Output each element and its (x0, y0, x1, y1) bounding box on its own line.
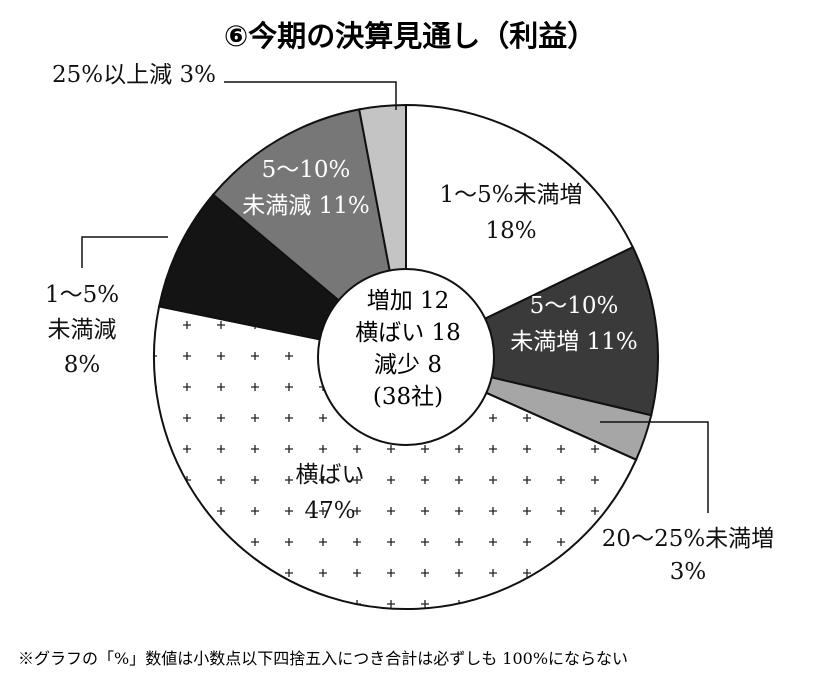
leader-line-5 (81, 236, 168, 268)
slice-label-7: 25%以上減 3% (52, 62, 216, 88)
center-line-1: 増加 12 (367, 288, 450, 314)
pie-slice-2 (403, 245, 660, 417)
slice-label-5: 1～5% 未満減 8% (45, 282, 119, 378)
slice-label-line: 25%以上減 3% (52, 62, 216, 88)
center-summary: 増加 12 横ばい 18 減少 8 (38社) (355, 288, 461, 410)
slice-label-line: 1～5%未満増 (439, 182, 582, 208)
leader-line-7 (224, 81, 397, 110)
center-line-4: (38社) (373, 384, 443, 410)
slice-label-line: 未満増 11% (510, 329, 637, 355)
leader-lines (81, 81, 709, 513)
slice-label-line: 横ばい (296, 462, 365, 488)
slice-label-line: 5～10% (262, 157, 351, 183)
center-line-2: 横ばい 18 (355, 320, 461, 346)
slice-label-line: 20～25%未満増 (602, 526, 774, 552)
slice-label-line: 5～10% (530, 293, 619, 319)
slice-label-line: 18% (485, 218, 536, 244)
slice-label-1: 1～5%未満増 18% (439, 182, 582, 244)
slice-label-line: 3% (670, 559, 707, 585)
slice-label-line: 47% (304, 498, 355, 524)
footnote: ※グラフの「%」数値は小数点以下四捨五入につき合計は必ずしも 100%にならない (18, 649, 628, 668)
slice-label-line: 1～5% (45, 282, 119, 308)
leader-line-3 (600, 421, 709, 513)
center-line-3: 減少 8 (374, 352, 442, 378)
slice-labels: 1～5%未満増 18% 5～10% 未満増 11% 20～25%未満増 3% 横ばい 47% 1… (45, 62, 774, 585)
slice-label-line: 8% (64, 352, 101, 378)
slice-label-2: 5～10% 未満増 11% (510, 293, 637, 355)
slice-label-line: 未満減 (48, 317, 117, 343)
slice-label-line: 未満減 11% (242, 193, 369, 219)
donut-hole (317, 268, 495, 446)
pie-slice-4 (152, 305, 638, 611)
slice-label-4: 横ばい 47% (296, 462, 365, 524)
slice-label-6: 5～10% 未満減 11% (242, 157, 369, 219)
chart-title: ⑥今期の決算見通し（利益） (224, 19, 597, 53)
slice-label-3: 20～25%未満増 3% (602, 526, 774, 585)
